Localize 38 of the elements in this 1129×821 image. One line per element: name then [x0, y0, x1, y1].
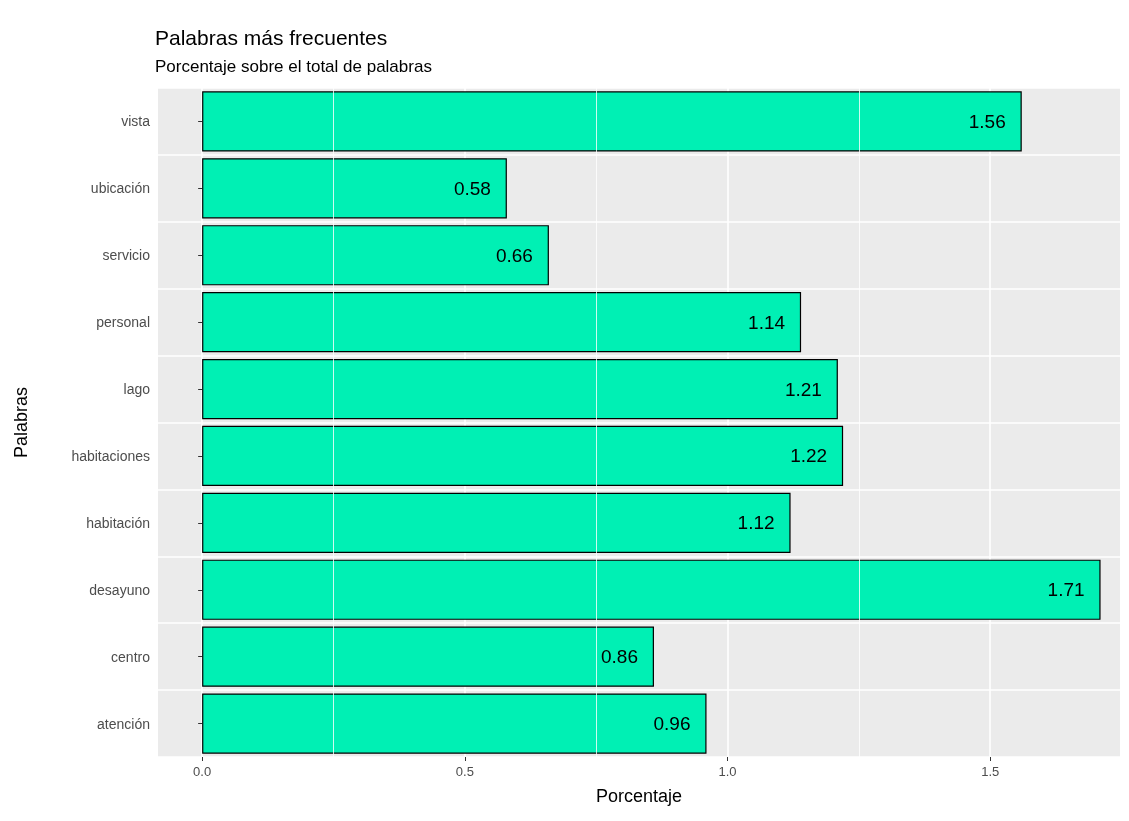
bar — [202, 292, 802, 353]
x-tick-label: 0.5 — [455, 764, 474, 779]
y-tick-label: vista — [121, 113, 151, 130]
bar — [202, 626, 654, 687]
data-label: 1.12 — [737, 512, 775, 534]
bar — [202, 158, 507, 219]
bar — [202, 425, 844, 487]
data-label: 0.58 — [453, 177, 491, 199]
x-tick-label: 1.5 — [981, 764, 1000, 779]
y-tick-label: servicio — [102, 247, 151, 264]
bar — [202, 225, 549, 286]
y-tick-label: habitación — [86, 514, 150, 531]
x-tick-label: 1.0 — [718, 764, 737, 779]
data-label: 1.21 — [784, 378, 822, 400]
bar — [202, 358, 838, 420]
data-label: 0.96 — [653, 713, 691, 735]
bar — [202, 91, 1022, 152]
data-label: 1.71 — [1047, 579, 1085, 601]
bar — [202, 492, 791, 553]
bar — [202, 559, 1101, 620]
y-tick-label: habitaciones — [71, 447, 150, 464]
data-label: 1.56 — [968, 110, 1006, 132]
data-label: 0.66 — [495, 244, 533, 266]
y-axis-title: Palabras — [11, 386, 31, 459]
y-tick-label: lago — [123, 381, 151, 398]
y-tick-label: desayuno — [89, 581, 151, 598]
chart-subtitle: Porcentaje sobre el total de palabras — [155, 57, 432, 76]
data-label: 1.14 — [748, 311, 786, 333]
data-label: 1.22 — [790, 445, 828, 467]
x-axis-title: Porcentaje — [595, 786, 683, 806]
y-tick-label: ubicación — [90, 180, 150, 197]
x-tick-label: 0.0 — [193, 764, 212, 779]
y-tick-label: personal — [96, 314, 150, 331]
chart-title: Palabras más frecuentes — [155, 26, 388, 49]
bar — [202, 693, 707, 754]
y-tick-label: centro — [111, 648, 151, 665]
y-tick-label: atención — [97, 715, 150, 732]
data-label: 0.86 — [600, 646, 638, 668]
